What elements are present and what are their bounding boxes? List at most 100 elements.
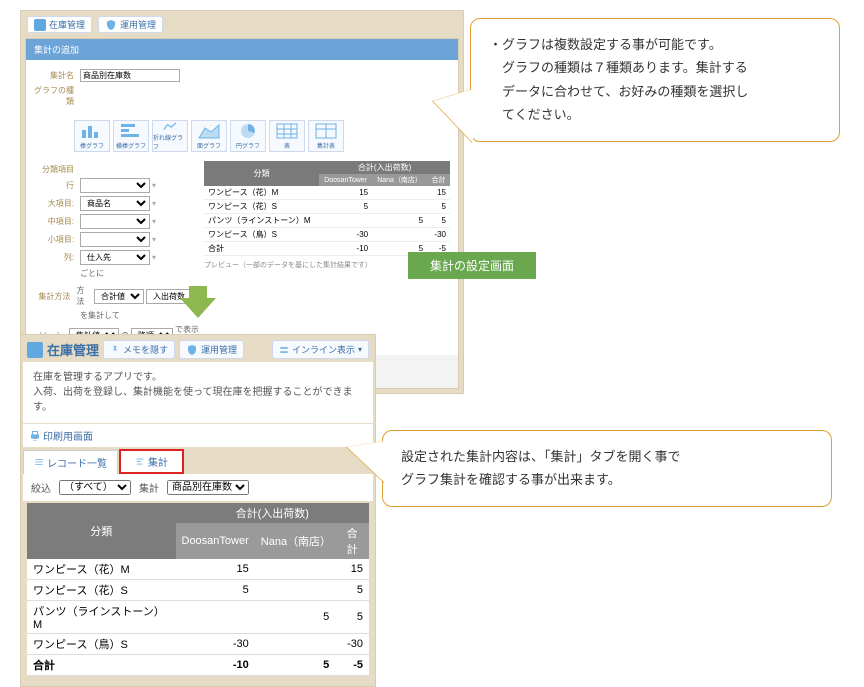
memo-hide-button[interactable]: メモを隠す [103,340,175,359]
cell-value: -30 [427,228,450,242]
cell-label: パンツ（ラインストーン）M [204,214,319,228]
chart-type-bar[interactable]: 棒グラフ [74,120,110,152]
table-row: パンツ（ラインストーン）M55 [204,214,450,228]
ops-manage-button[interactable]: 運用管理 [98,16,163,33]
chevron-down-icon: ▾ [358,345,362,354]
cell-value: -30 [176,634,255,655]
cell-value [255,634,335,655]
tab-records[interactable]: レコード一覧 [23,450,118,474]
method-row: 集計方法 方法 合計値 入出荷数 [34,285,204,307]
print-view-link[interactable]: 印刷用画面 [29,428,93,443]
ops-manage-label: 運用管理 [120,18,156,31]
break-label-row: 分類項目 [34,164,204,175]
break-row-label: 行 [34,180,74,191]
chart-types-label: グラフの種類 [34,85,74,107]
method-label: 集計方法 [34,291,70,302]
cell-value: -10 [176,655,255,676]
break-unit-row: ごとに [34,268,204,279]
cell-label: ワンピース（鳥）S [204,228,319,242]
cell-value: 15 [319,186,372,200]
settings-card-body-2: 分類項目 行▾大項目:商品名▾中項目:▾小項目:▾列:仕入先▾ ごとに 集計方法… [26,161,458,355]
th-subcol: DoosanTower [176,523,255,559]
break-row-select[interactable]: 商品名 [80,196,150,211]
cell-value: 5 [176,580,255,601]
inventory-icon [27,342,43,358]
break-row: 小項目:▾ [34,232,204,247]
chart-type-summary[interactable]: 集計表 [308,120,344,152]
cell-label: 合計 [204,242,319,256]
settings-card-body: 集計名 グラフの種類 [26,60,458,116]
agg-name-input[interactable] [80,69,180,82]
method-select-1[interactable]: 合計値 [94,289,144,304]
break-row-select[interactable] [80,178,150,193]
cell-label: ワンピース（花）S [27,580,176,601]
cell-value: 5 [372,214,427,228]
cell-label: ワンピース（花）M [204,186,319,200]
break-row: 列:仕入先▾ [34,250,204,265]
chart-type-pie[interactable]: 円グラフ [230,120,266,152]
cell-value: 5 [427,200,450,214]
cell-label: 合計 [27,655,176,676]
th-subcol: 合計 [427,174,450,186]
th-group: 分類 [204,161,319,186]
callout-top-text: ・グラフは複数設定する事が可能です。 グラフの種類は７種類あります。集計する デ… [489,33,821,127]
callout-bottom-text: 設定された集計内容は、「集計」タブを開く事でグラフ集計を確認する事が出来ます。 [401,445,813,492]
cell-value: 15 [427,186,450,200]
chart-type-radial[interactable]: 折れ線グラフ [152,120,188,152]
cell-value: 5 [335,601,369,634]
th-subcol: Nana（南店） [255,523,335,559]
break-row-label: 大項目: [34,198,74,209]
cell-value: 5 [335,580,369,601]
pin-icon [110,345,120,355]
break-row-select[interactable] [80,232,150,247]
tab-records-label: レコード一覧 [47,455,107,470]
filter-select[interactable]: （すべて） [59,480,131,495]
agg-label: 集計 [139,480,159,495]
callout-top: ・グラフは複数設定する事が可能です。 グラフの種類は７種類あります。集計する デ… [470,18,840,142]
callout-bottom: 設定された集計内容は、「集計」タブを開く事でグラフ集計を確認する事が出来ます。 [382,430,832,507]
chart-type-label: 棒グラフ [80,141,104,150]
break-row: 行▾ [34,178,204,193]
cell-label: ワンピース（花）M [27,559,176,580]
cell-value [255,580,335,601]
break-row-select[interactable] [80,214,150,229]
table-row: 合計-105-5 [27,655,369,676]
app-title-text: 在庫管理 [49,18,85,31]
agg-select[interactable]: 商品別在庫数 [167,480,249,495]
break-row-select[interactable]: 仕入先 [80,250,150,265]
chart-type-line[interactable]: 面グラフ [191,120,227,152]
cell-value: -30 [335,634,369,655]
agg-name-row: 集計名 [34,69,204,82]
tab-aggregation[interactable]: 集計 [119,449,184,474]
app-description-line1: 在庫を管理するアプリです。 [33,370,363,385]
filter-row: 絞込 （すべて） 集計 商品別在庫数 [23,474,373,501]
chart-type-label: 集計表 [317,141,335,150]
inline-view-button[interactable]: インライン表示 ▾ [272,340,369,359]
memo-hide-label: メモを隠す [123,343,168,356]
settings-card-header: 集計の追加 [26,39,458,60]
cell-value [372,200,427,214]
chart-type-label: 円グラフ [236,141,260,150]
cell-value: 5 [319,200,372,214]
printer-icon [29,430,41,442]
table-row: ワンピース（花）S55 [27,580,369,601]
ops-manage-button-2[interactable]: 運用管理 [179,340,244,359]
cell-value: 15 [335,559,369,580]
th-subcol: 合計 [335,523,369,559]
settings-left-col-2: 分類項目 行▾大項目:商品名▾中項目:▾小項目:▾列:仕入先▾ ごとに 集計方法… [34,161,204,349]
chart-type-table[interactable]: 表 [269,120,305,152]
break-row-label: 列: [34,252,74,263]
break-unit-text: ごとに [80,268,104,279]
chart-type-hbar[interactable]: 横棒グラフ [113,120,149,152]
th-sum: 合計(入出荷数) [319,161,450,174]
app-description: 在庫を管理するアプリです。 入荷、出荷を登録し、集計機能を使って現在庫を把握する… [23,362,373,423]
cell-label: ワンピース（花）S [204,200,319,214]
settings-title-bar: 在庫管理 運用管理 [23,13,461,36]
filter-label: 絞込 [31,480,51,495]
cell-value [255,559,335,580]
ops-manage-label-2: 運用管理 [201,343,237,356]
result-table: 分類合計(入出荷数)DoosanTowerNana（南店）合計ワンピース（花）M… [27,503,369,676]
table-row: パンツ（ラインストーン）M55 [27,601,369,634]
inline-icon [279,345,289,355]
cell-value: 15 [176,559,255,580]
